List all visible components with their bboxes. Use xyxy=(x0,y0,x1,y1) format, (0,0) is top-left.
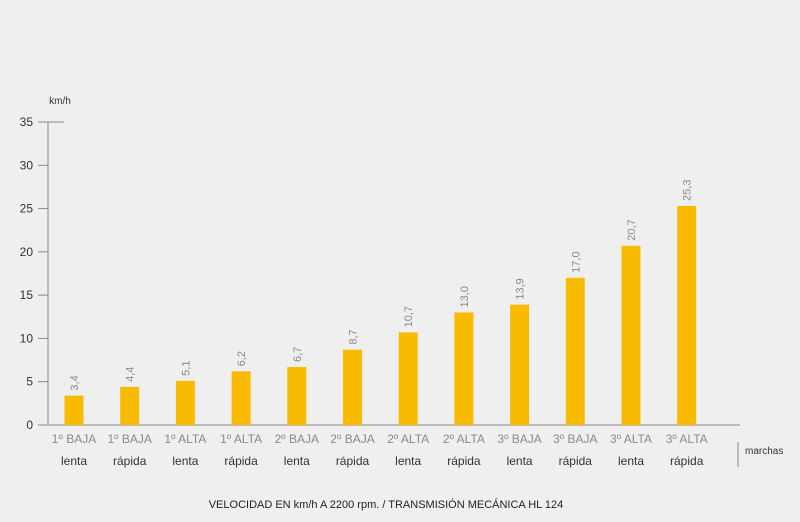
y-tick-label: 15 xyxy=(20,288,34,302)
bar xyxy=(287,366,307,425)
category-label-top: 1º ALTA xyxy=(220,432,262,446)
category-label-top: 2º BAJA xyxy=(275,432,319,446)
category-label-bottom: lenta xyxy=(172,454,198,468)
category-label-bottom: rápida xyxy=(670,454,704,468)
bar xyxy=(677,205,697,425)
category-label-top: 2º BAJA xyxy=(330,432,374,446)
y-tick-label: 25 xyxy=(20,202,34,216)
category-label-bottom: lenta xyxy=(61,454,87,468)
y-tick-label: 20 xyxy=(20,245,34,259)
category-label-top: 3º BAJA xyxy=(553,432,597,446)
category-label-top: 1º BAJA xyxy=(107,432,151,446)
category-label-top: 3º BAJA xyxy=(497,432,541,446)
bar xyxy=(621,245,641,425)
category-label-top: 3º ALTA xyxy=(610,432,652,446)
category-label-bottom: lenta xyxy=(395,454,421,468)
category-label-top: 1º ALTA xyxy=(164,432,206,446)
bar xyxy=(231,371,251,425)
x-axis-label: marchas xyxy=(745,446,783,457)
bar xyxy=(120,386,140,425)
bar xyxy=(454,312,474,425)
category-label-bottom: rápida xyxy=(336,454,370,468)
bar xyxy=(343,349,362,425)
y-tick-label: 35 xyxy=(20,115,34,129)
y-tick-label: 0 xyxy=(26,418,33,432)
category-label-bottom: rápida xyxy=(559,454,593,468)
bar-value-label: 20,7 xyxy=(626,219,638,240)
bar-value-label: 17,0 xyxy=(570,251,582,272)
y-axis-unit: km/h xyxy=(49,96,71,107)
bar xyxy=(565,277,585,425)
bar-value-label: 10,7 xyxy=(403,306,415,327)
bar-value-label: 13,9 xyxy=(515,278,527,299)
value-labels: 3,4 4,4 5,1 6,2 6,7 8,7 10,7 13,0 13,9 17,0 20,7 25… xyxy=(69,180,694,391)
bar xyxy=(64,395,84,425)
bar-value-label: 6,7 xyxy=(292,347,304,362)
bar-value-label: 4,4 xyxy=(125,367,137,382)
bar-value-label: 25,3 xyxy=(682,180,694,201)
bar xyxy=(175,380,195,425)
bar xyxy=(398,332,418,425)
category-label-bottom: rápida xyxy=(224,454,258,468)
bar xyxy=(510,304,530,425)
category-labels: 1º BAJA lenta 1º BAJA rápida 1º ALTA lenta 1º … xyxy=(52,432,708,468)
category-label-bottom: lenta xyxy=(284,454,310,468)
bar-value-label: 3,4 xyxy=(69,375,81,390)
bar-value-label: 13,0 xyxy=(459,286,471,307)
category-label-top: 2º ALTA xyxy=(443,432,485,446)
category-label-bottom: lenta xyxy=(507,454,533,468)
y-axis: 0 5 10 15 20 25 30 35 xyxy=(20,115,64,432)
y-tick-label: 5 xyxy=(26,375,33,389)
bar-value-label: 5,1 xyxy=(180,361,192,376)
category-label-top: 1º BAJA xyxy=(52,432,96,446)
category-label-bottom: rápida xyxy=(113,454,147,468)
chart-caption: VELOCIDAD EN km/h A 2200 rpm. / TRANSMIS… xyxy=(209,498,564,511)
y-tick-label: 10 xyxy=(20,331,34,345)
category-label-bottom: rápida xyxy=(447,454,481,468)
y-tick-label: 30 xyxy=(20,158,34,172)
category-label-top: 3º ALTA xyxy=(666,432,708,446)
category-label-top: 2º ALTA xyxy=(387,432,429,446)
bars xyxy=(64,205,697,425)
category-label-bottom: lenta xyxy=(618,454,644,468)
bar-value-label: 6,2 xyxy=(236,351,248,366)
bar-value-label: 8,7 xyxy=(348,329,360,344)
